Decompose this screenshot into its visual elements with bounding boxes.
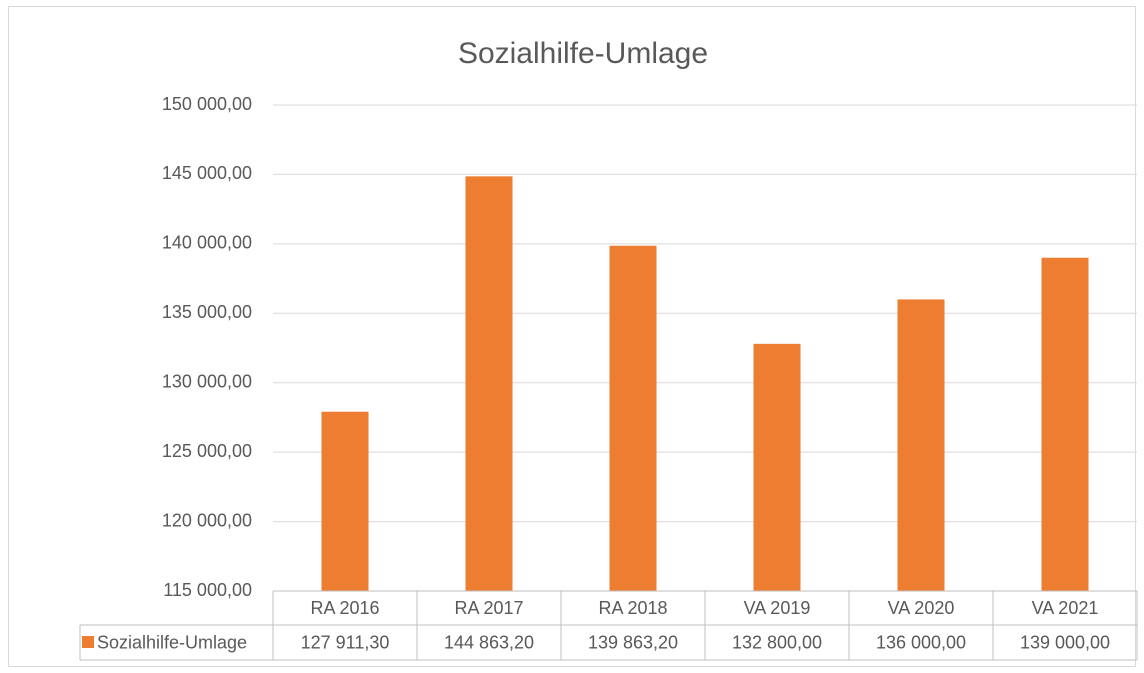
x-tick-label: VA 2020	[888, 598, 955, 618]
legend-key	[82, 636, 94, 648]
y-tick-label: 135 000,00	[162, 302, 252, 322]
table-value: 132 800,00	[732, 632, 822, 652]
table-value: 127 911,30	[301, 632, 390, 652]
y-tick-label: 125 000,00	[162, 441, 252, 461]
table-value: 136 000,00	[876, 632, 966, 652]
y-tick-label: 130 000,00	[162, 371, 252, 391]
bar	[321, 411, 369, 591]
table-value: 144 863,20	[444, 632, 534, 652]
bar	[753, 343, 801, 591]
bar	[897, 299, 945, 591]
y-tick-label: 115 000,00	[163, 580, 252, 600]
bar	[609, 245, 657, 591]
legend-label: Sozialhilfe-Umlage	[97, 632, 247, 652]
x-tick-label: VA 2019	[744, 598, 811, 618]
x-tick-label: RA 2016	[310, 598, 379, 618]
x-tick-label: RA 2017	[454, 598, 523, 618]
y-tick-label: 145 000,00	[162, 163, 252, 183]
chart-border	[8, 6, 1136, 667]
bar	[465, 176, 513, 592]
x-tick-label: RA 2018	[598, 598, 667, 618]
y-tick-label: 150 000,00	[162, 94, 252, 114]
x-tick-label: VA 2021	[1032, 598, 1099, 618]
y-tick-label: 140 000,00	[162, 233, 252, 253]
table-value: 139 863,20	[588, 632, 678, 652]
bar	[1041, 257, 1089, 591]
chart-title: Sozialhilfe-Umlage	[458, 37, 708, 70]
table-value: 139 000,00	[1020, 632, 1110, 652]
y-tick-label: 120 000,00	[162, 510, 252, 530]
